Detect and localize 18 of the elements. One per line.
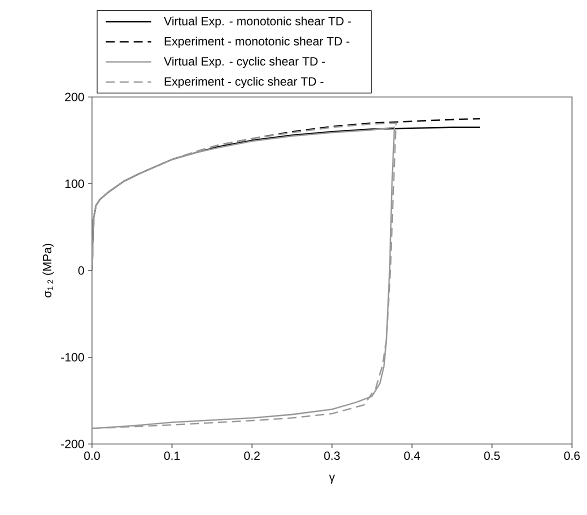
y-tick-label: 200 — [65, 92, 84, 102]
x-tick-label: 0.2 — [244, 452, 260, 460]
legend-label: Virtual Exp. - monotonic shear TD - — [164, 16, 351, 28]
y-axis-title: σ$_{1 2}$ (MPa) — [42, 244, 54, 298]
x-tick-label: 0.5 — [484, 452, 500, 460]
x-axis-title: γ — [329, 474, 335, 484]
legend-label: Virtual Exp. - cyclic shear TD - — [164, 56, 325, 68]
x-tick-label: 0.6 — [564, 452, 580, 460]
y-tick-label: 100 — [65, 180, 84, 188]
y-tick-label: 0 — [78, 266, 84, 275]
x-tick-label: 0.4 — [404, 452, 420, 460]
x-tick-label: 0.0 — [84, 452, 100, 460]
x-tick-label: 0.1 — [164, 452, 180, 460]
y-tick-label: -200 — [61, 440, 84, 448]
y-tick-label: -100 — [61, 353, 84, 362]
legend-label: Experiment - cyclic shear TD - — [164, 76, 324, 88]
x-tick-label: 0.3 — [324, 452, 340, 460]
legend-label: Experiment - monotonic shear TD - — [164, 36, 350, 48]
